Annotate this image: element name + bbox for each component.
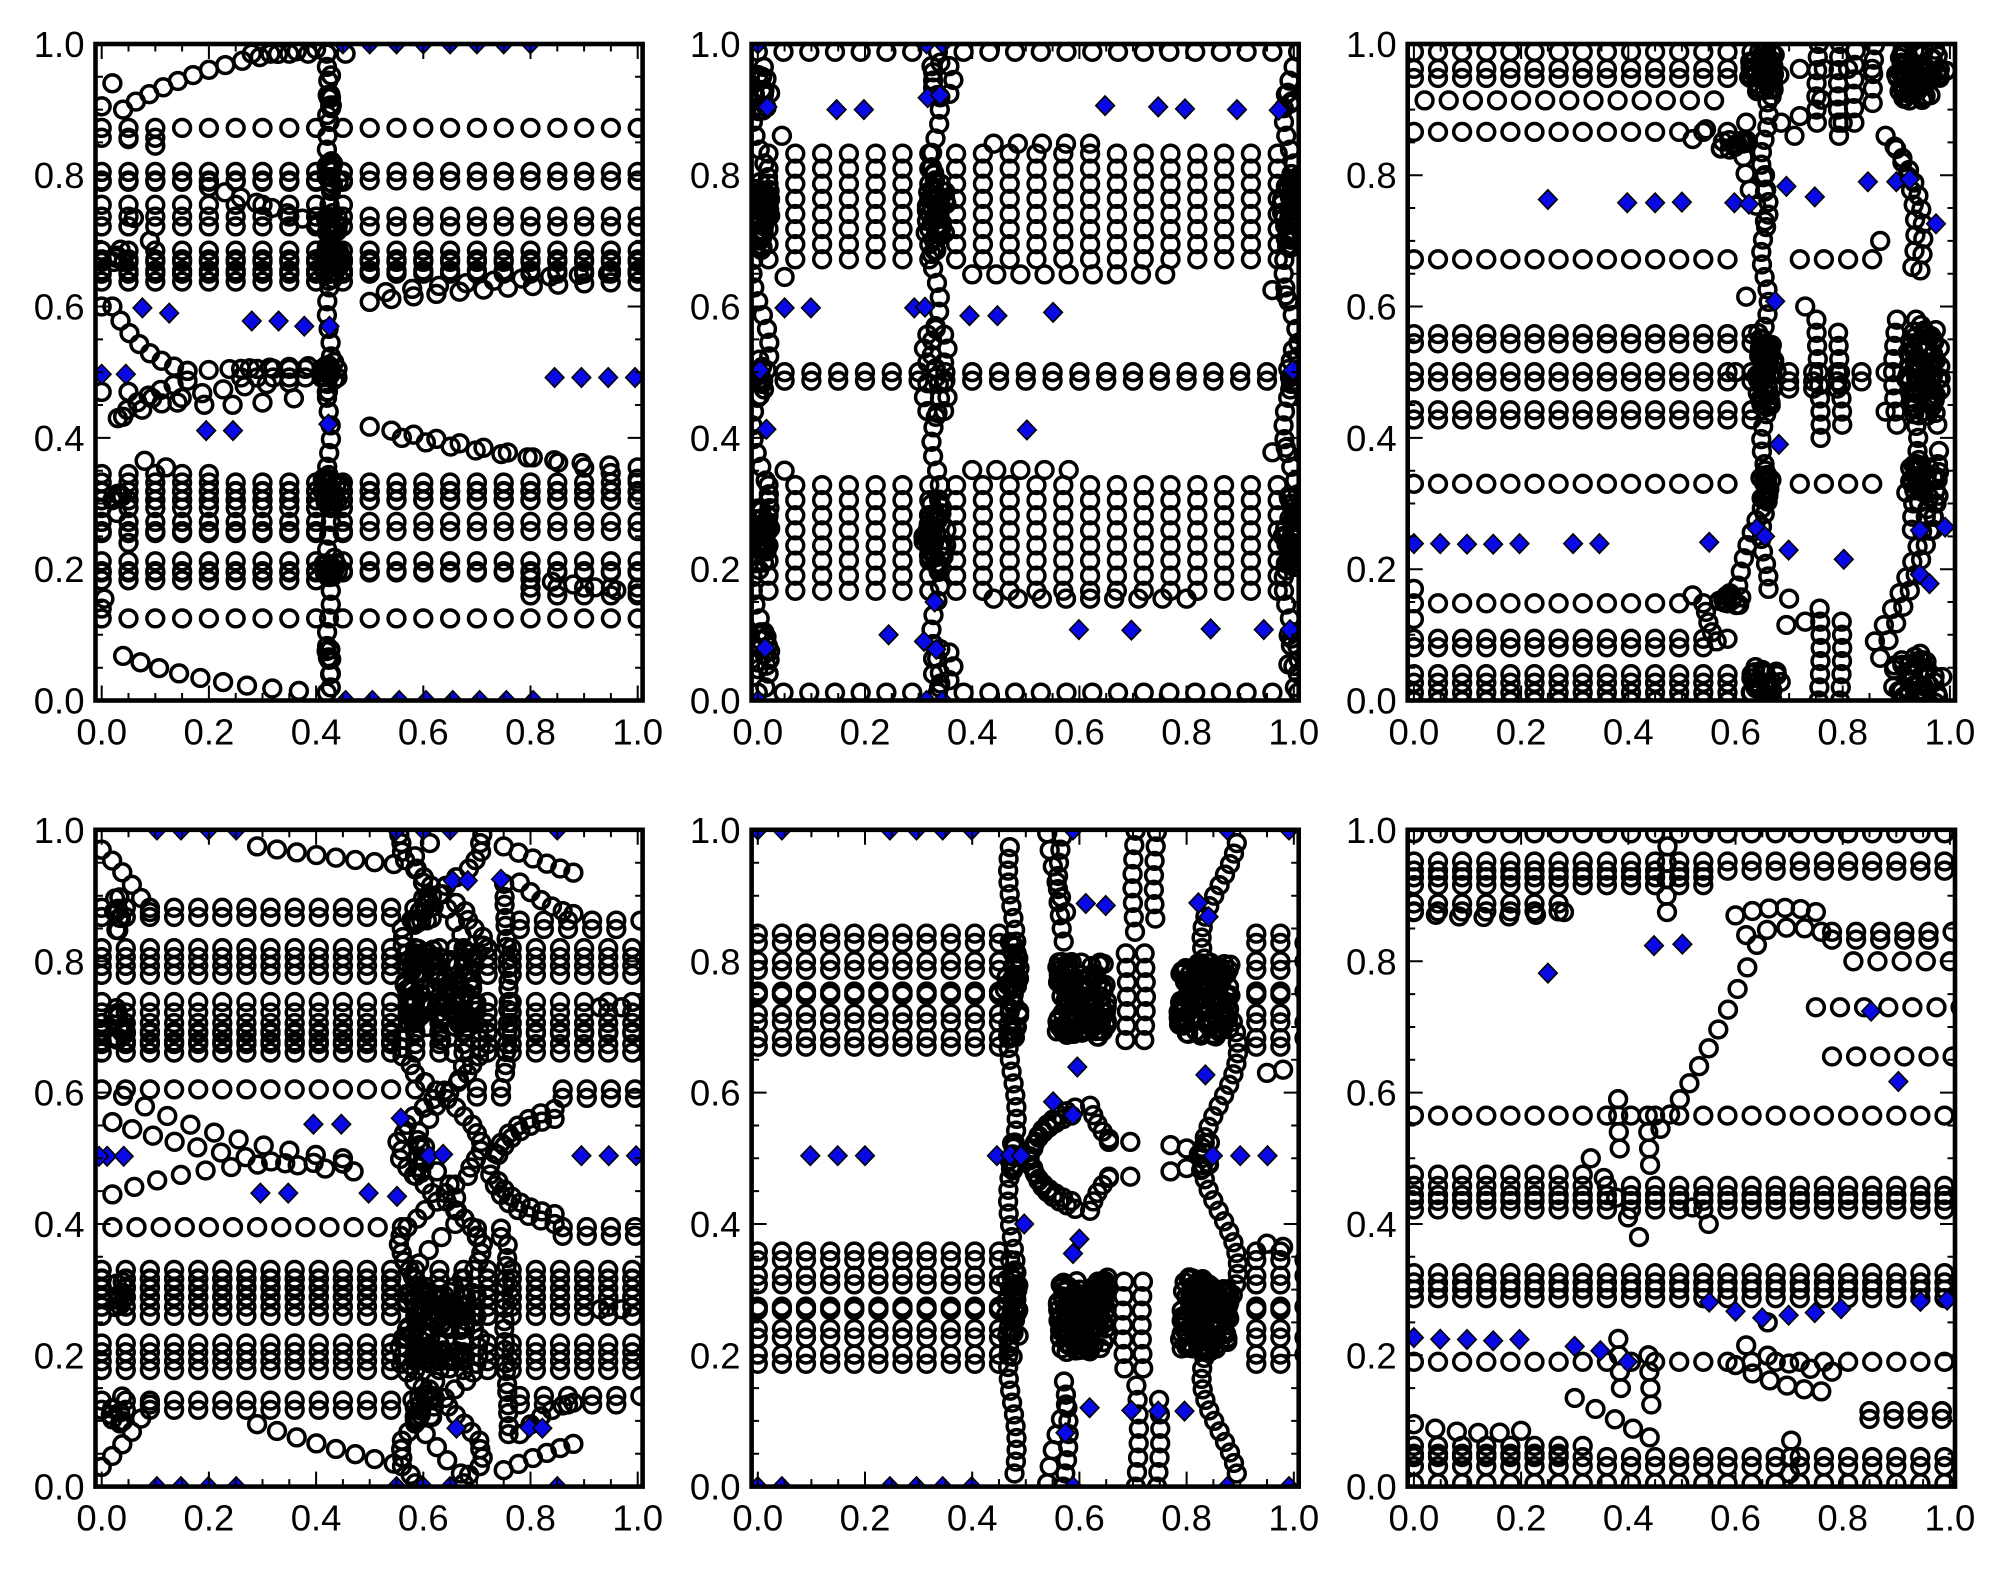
svg-text:0.6: 0.6 — [398, 712, 449, 753]
svg-text:0.8: 0.8 — [1817, 712, 1868, 753]
svg-text:0.0: 0.0 — [1389, 712, 1440, 753]
svg-text:0.6: 0.6 — [34, 1073, 85, 1114]
svg-text:0.0: 0.0 — [34, 681, 85, 722]
svg-text:1.0: 1.0 — [612, 1498, 663, 1539]
svg-text:0.6: 0.6 — [1710, 1498, 1761, 1539]
svg-text:1.0: 1.0 — [34, 810, 85, 851]
svg-text:0.4: 0.4 — [34, 1204, 85, 1245]
svg-text:0.2: 0.2 — [1346, 1335, 1397, 1376]
svg-text:1.0: 1.0 — [1925, 1498, 1976, 1539]
svg-text:0.2: 0.2 — [184, 1498, 235, 1539]
svg-text:0.8: 0.8 — [34, 941, 85, 982]
svg-text:0.6: 0.6 — [398, 1498, 449, 1539]
svg-text:0.0: 0.0 — [1346, 1467, 1397, 1508]
svg-text:0.2: 0.2 — [1346, 549, 1397, 590]
svg-text:0.0: 0.0 — [690, 681, 741, 722]
svg-text:0.8: 0.8 — [690, 155, 741, 196]
svg-text:0.4: 0.4 — [1346, 418, 1397, 459]
svg-text:0.0: 0.0 — [732, 1498, 783, 1539]
svg-text:0.2: 0.2 — [840, 1498, 891, 1539]
svg-text:1.0: 1.0 — [1268, 712, 1319, 753]
svg-text:1.0: 1.0 — [34, 24, 85, 65]
svg-text:0.2: 0.2 — [690, 549, 741, 590]
svg-text:0.6: 0.6 — [690, 287, 741, 328]
svg-text:0.4: 0.4 — [1603, 712, 1654, 753]
svg-text:0.8: 0.8 — [1346, 155, 1397, 196]
svg-text:1.0: 1.0 — [1268, 1498, 1319, 1539]
svg-text:1.0: 1.0 — [1925, 712, 1976, 753]
svg-text:0.0: 0.0 — [34, 1467, 85, 1508]
svg-text:0.0: 0.0 — [76, 1498, 127, 1539]
svg-text:0.4: 0.4 — [291, 712, 342, 753]
svg-text:0.8: 0.8 — [1346, 941, 1397, 982]
svg-text:0.4: 0.4 — [34, 418, 85, 459]
svg-text:0.6: 0.6 — [1054, 1498, 1105, 1539]
svg-text:0.2: 0.2 — [184, 712, 235, 753]
svg-text:0.2: 0.2 — [1496, 712, 1547, 753]
svg-text:0.6: 0.6 — [1346, 1073, 1397, 1114]
svg-text:0.0: 0.0 — [1389, 1498, 1440, 1539]
svg-text:0.8: 0.8 — [505, 1498, 556, 1539]
svg-text:0.0: 0.0 — [690, 1467, 741, 1508]
svg-text:0.4: 0.4 — [291, 1498, 342, 1539]
svg-text:0.4: 0.4 — [690, 418, 741, 459]
svg-text:0.6: 0.6 — [34, 287, 85, 328]
svg-text:0.8: 0.8 — [34, 155, 85, 196]
svg-text:0.6: 0.6 — [690, 1073, 741, 1114]
svg-text:0.4: 0.4 — [690, 1204, 741, 1245]
svg-text:0.2: 0.2 — [1496, 1498, 1547, 1539]
svg-text:0.8: 0.8 — [505, 712, 556, 753]
svg-text:0.4: 0.4 — [1603, 1498, 1654, 1539]
svg-text:0.2: 0.2 — [840, 712, 891, 753]
svg-text:0.8: 0.8 — [1817, 1498, 1868, 1539]
svg-text:0.0: 0.0 — [732, 712, 783, 753]
svg-text:0.8: 0.8 — [690, 941, 741, 982]
svg-text:1.0: 1.0 — [612, 712, 663, 753]
svg-text:0.6: 0.6 — [1054, 712, 1105, 753]
svg-text:0.4: 0.4 — [1346, 1204, 1397, 1245]
svg-text:1.0: 1.0 — [1346, 24, 1397, 65]
svg-text:1.0: 1.0 — [690, 24, 741, 65]
svg-text:1.0: 1.0 — [1346, 810, 1397, 851]
svg-text:0.6: 0.6 — [1710, 712, 1761, 753]
svg-text:0.8: 0.8 — [1161, 1498, 1212, 1539]
svg-text:0.6: 0.6 — [1346, 287, 1397, 328]
svg-text:0.2: 0.2 — [34, 1335, 85, 1376]
svg-text:0.0: 0.0 — [1346, 681, 1397, 722]
svg-text:0.8: 0.8 — [1161, 712, 1212, 753]
svg-text:0.4: 0.4 — [947, 712, 998, 753]
svg-text:0.4: 0.4 — [947, 1498, 998, 1539]
svg-text:0.0: 0.0 — [76, 712, 127, 753]
svg-text:0.2: 0.2 — [690, 1335, 741, 1376]
svg-text:0.2: 0.2 — [34, 549, 85, 590]
svg-text:1.0: 1.0 — [690, 810, 741, 851]
